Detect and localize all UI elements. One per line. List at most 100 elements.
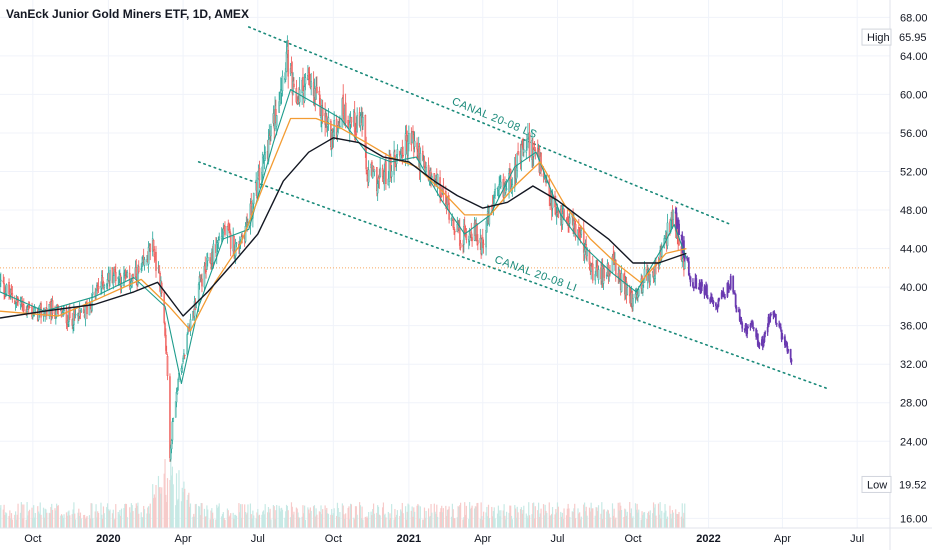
volume-bar (232, 512, 234, 528)
volume-bar (546, 512, 548, 528)
volume-bar (293, 511, 295, 528)
forecast-candle (711, 298, 714, 302)
volume-bar (205, 516, 207, 528)
volume-bar (263, 514, 265, 528)
ma-teal-line[interactable] (0, 89, 687, 385)
volume-bar (602, 519, 604, 528)
candle (517, 151, 519, 155)
chart-title: VanEck Junior Gold Miners ETF, 1D, AMEX (6, 7, 249, 21)
candle (137, 266, 140, 273)
volume-bar (649, 510, 651, 528)
volume-bar (464, 502, 466, 528)
ma-orange-line[interactable] (0, 117, 687, 332)
volume-bar (115, 504, 117, 528)
candle (465, 234, 468, 240)
channel-line[interactable] (197, 161, 828, 390)
candle (433, 173, 436, 181)
volume-bar (412, 516, 414, 528)
candle (171, 421, 174, 441)
volume-bar (21, 504, 23, 528)
volume-bar (37, 506, 39, 528)
forecast-candle (741, 322, 744, 329)
volume-bar (482, 519, 484, 528)
candle (250, 201, 253, 216)
volume-bar (353, 517, 355, 528)
volume-bar (216, 507, 219, 528)
volume-bar (292, 514, 294, 528)
volume-bar (560, 516, 563, 528)
volume-bar (539, 513, 541, 528)
volume-bar (562, 518, 564, 528)
candle (649, 274, 652, 282)
candle (192, 310, 194, 321)
candle (135, 267, 138, 278)
candle (0, 279, 2, 282)
forecast-candle (778, 324, 781, 326)
candle (563, 209, 565, 219)
volume-bar (264, 504, 266, 528)
volume-bar (365, 517, 367, 528)
volume-bar (425, 510, 427, 528)
volume-bar (163, 473, 165, 528)
volume-bar (256, 512, 258, 528)
y-tick-label: 40.00 (900, 282, 928, 294)
candle (13, 300, 16, 305)
volume-bar (406, 511, 408, 528)
candle (235, 242, 238, 244)
volume-bar (330, 514, 332, 528)
volume-bar (97, 513, 100, 528)
volume-bar (80, 518, 82, 528)
candle (23, 304, 25, 312)
candle (632, 298, 634, 307)
candle (298, 89, 301, 103)
volume-bar (494, 518, 496, 528)
candle (252, 192, 255, 205)
candle (163, 292, 166, 323)
candle (643, 268, 646, 283)
volume-bar (528, 515, 531, 528)
candle (416, 142, 418, 150)
volume-bar (640, 519, 642, 528)
forecast-candle (675, 212, 678, 228)
volume-bar (326, 507, 328, 528)
volume-bar (635, 509, 637, 528)
volume-bar (458, 506, 460, 528)
volume-bar (143, 509, 146, 528)
volume-bar (240, 517, 242, 528)
volume-bar (505, 511, 508, 528)
candle (423, 160, 426, 167)
volume-bar (475, 506, 477, 528)
volume-bar (517, 512, 519, 528)
forecast-candle (689, 276, 692, 283)
forecast-candle (712, 301, 715, 304)
candle (180, 368, 183, 372)
volume-bar (354, 519, 356, 528)
volume-bar (228, 516, 230, 528)
volume-bar (11, 519, 13, 528)
volume-bar (307, 507, 309, 528)
volume-bar (629, 502, 631, 528)
volume-bar (509, 505, 511, 528)
volume-bar (31, 507, 33, 528)
volume-bar (394, 508, 396, 528)
volume-bar (566, 508, 568, 528)
volume-bar (186, 499, 188, 528)
volume-bar (400, 511, 403, 528)
candle (634, 293, 637, 299)
candle (376, 167, 378, 192)
candle (28, 306, 31, 308)
volume-bar (183, 481, 185, 528)
volume-bar (441, 505, 443, 528)
volume-bar (57, 505, 59, 528)
channel-line[interactable] (247, 26, 732, 226)
high-marker-value-box (892, 29, 932, 46)
volume-bar (147, 507, 149, 528)
volume-bar (459, 505, 461, 528)
volume-bar (79, 516, 81, 528)
candle (112, 275, 115, 286)
volume-bar (549, 515, 551, 528)
candle (579, 235, 582, 237)
volume-bar (370, 511, 372, 528)
ma-black-line[interactable] (0, 137, 687, 319)
